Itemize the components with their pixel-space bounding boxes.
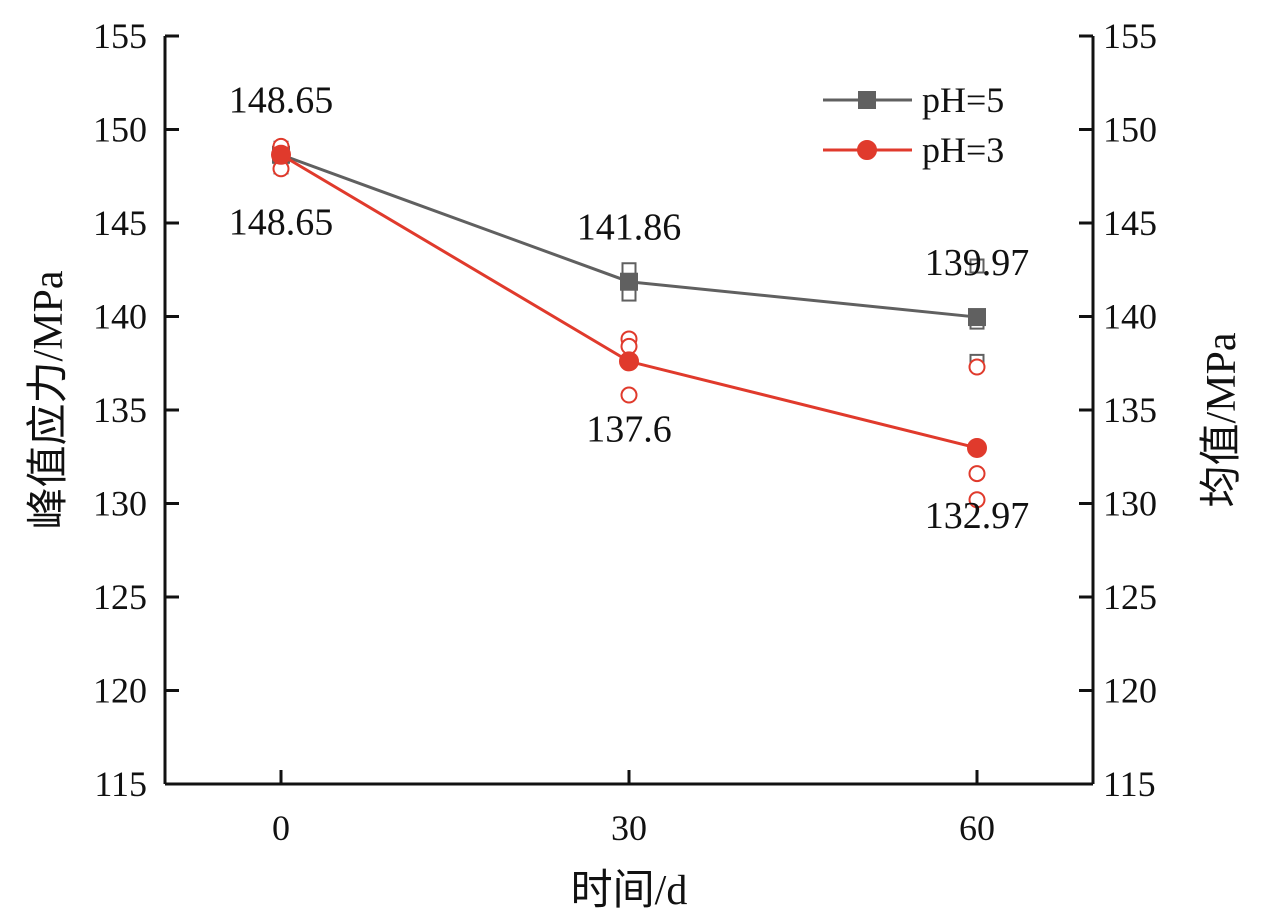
y-tick-label-right: 145 <box>1103 203 1157 243</box>
data-label: 132.97 <box>925 495 1030 537</box>
y-tick-label-left: 115 <box>94 764 147 804</box>
mean-point <box>967 437 987 458</box>
mean-point <box>968 308 986 327</box>
y-tick-label-right: 130 <box>1103 484 1157 524</box>
x-tick-label: 60 <box>959 808 995 848</box>
y-tick-label-left: 155 <box>93 16 147 56</box>
y-tick-label-right: 125 <box>1103 577 1157 617</box>
y-tick-label-right: 150 <box>1103 110 1157 150</box>
sample-point <box>620 386 638 404</box>
legend-marker <box>857 140 877 160</box>
series-1 <box>271 137 987 509</box>
y-tick-label-left: 140 <box>93 297 147 337</box>
x-tick-label: 30 <box>611 808 647 848</box>
legend: pH=5 pH=3 <box>823 80 1004 170</box>
sample-point <box>968 491 986 509</box>
data-label: 139.97 <box>925 242 1030 284</box>
legend-label: pH=3 <box>922 130 1004 170</box>
y-tick-label-right: 120 <box>1103 671 1157 711</box>
data-label: 148.65 <box>229 202 334 244</box>
y-axis-title-right: 均值/MPa <box>1199 332 1245 507</box>
y-tick-label-left: 150 <box>93 110 147 150</box>
y-tick-label-right: 140 <box>1103 297 1157 337</box>
y-tick-label-left: 145 <box>93 203 147 243</box>
y-axis-title-left: 峰值应力/MPa <box>25 270 72 529</box>
sample-point <box>968 358 986 376</box>
axes-layer: 115 115 120 120 125 125 130 130 135 135 140 140 145 1… <box>25 16 1245 914</box>
legend-item-0: pH=5 <box>823 80 1004 120</box>
mean-point <box>620 272 638 291</box>
y-tick-label-right: 135 <box>1103 390 1157 430</box>
data-label: 148.65 <box>229 80 334 122</box>
data-label: 141.86 <box>577 207 682 249</box>
legend-item-1: pH=3 <box>823 130 1004 170</box>
y-tick-label-left: 135 <box>93 390 147 430</box>
y-tick-label-right: 155 <box>1103 16 1157 56</box>
series-layer <box>271 137 987 509</box>
labels-layer: 148.65 141.86 139.97 148.65 137.6 132.97 <box>229 80 1030 537</box>
y-tick-label-left: 125 <box>93 577 147 617</box>
sample-point <box>968 465 986 483</box>
data-label: 137.6 <box>586 408 672 450</box>
legend-label: pH=5 <box>922 80 1004 120</box>
y-tick-label-right: 115 <box>1103 764 1156 804</box>
y-tick-label-left: 130 <box>93 484 147 524</box>
mean-point <box>271 144 291 165</box>
x-axis-title: 时间/d <box>571 868 688 914</box>
y-tick-label-left: 120 <box>93 671 147 711</box>
sample-point <box>969 258 985 274</box>
mean-point <box>619 351 639 372</box>
legend-marker <box>858 91 876 109</box>
x-tick-label: 0 <box>272 808 290 848</box>
